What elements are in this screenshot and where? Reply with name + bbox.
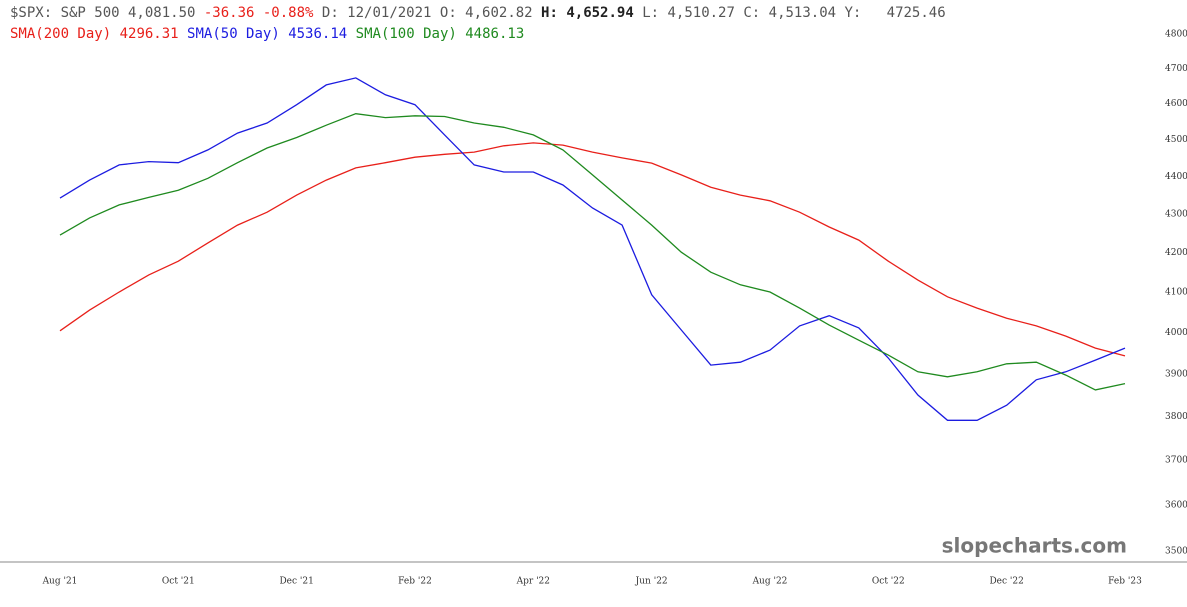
legend: SMA(200 Day) 4296.31 SMA(50 Day) 4536.14… bbox=[10, 26, 524, 42]
y-tick-label: 3800 bbox=[1165, 412, 1187, 422]
date-open: D: 12/01/2021 O: 4,602.82 bbox=[322, 5, 533, 21]
x-tick-label: Oct '21 bbox=[162, 577, 195, 587]
legend-value: 4296.31 bbox=[120, 26, 179, 42]
legend-value: 4486.13 bbox=[465, 26, 524, 42]
y-tick-label: 3900 bbox=[1165, 369, 1187, 379]
legend-value: 4536.14 bbox=[288, 26, 347, 42]
y-tick-label: 4600 bbox=[1165, 99, 1187, 109]
high: H: 4,652.94 bbox=[541, 5, 634, 21]
legend-name: SMA(100 Day) bbox=[356, 26, 457, 42]
sma-line bbox=[59, 113, 1126, 391]
watermark: slopecharts.com bbox=[942, 534, 1127, 558]
x-tick-label: Aug '21 bbox=[42, 577, 78, 587]
y-tick-label: 4800 bbox=[1165, 30, 1187, 40]
sma-line bbox=[59, 142, 1126, 357]
sma-line bbox=[59, 77, 1126, 421]
y-tick-label: 4000 bbox=[1165, 328, 1187, 338]
y-tick-label: 3500 bbox=[1165, 547, 1187, 557]
y-tick-label: 4200 bbox=[1165, 248, 1187, 258]
y-tick-label: 3600 bbox=[1165, 500, 1187, 510]
symbol: $SPX: S&P 500 4,081.50 bbox=[10, 5, 195, 21]
quote-header: $SPX: S&P 500 4,081.50 -36.36 -0.88% D: … bbox=[10, 5, 946, 21]
x-tick-label: Dec '22 bbox=[989, 577, 1023, 587]
y-tick-label: 3700 bbox=[1165, 456, 1187, 466]
y-tick-label: 4400 bbox=[1165, 172, 1187, 182]
y-tick-label: 4500 bbox=[1165, 135, 1187, 145]
x-tick-label: Aug '22 bbox=[752, 577, 788, 587]
x-tick-label: Dec '21 bbox=[279, 577, 313, 587]
x-tick-label: Apr '22 bbox=[516, 577, 550, 587]
x-tick-label: Oct '22 bbox=[872, 577, 905, 587]
legend-name: SMA(200 Day) bbox=[10, 26, 111, 42]
x-tick-label: Feb '23 bbox=[1108, 577, 1142, 587]
y-tick-label: 4700 bbox=[1165, 64, 1187, 74]
y-tick-label: 4300 bbox=[1165, 210, 1187, 220]
rest: L: 4,510.27 C: 4,513.04 Y: 4725.46 bbox=[642, 5, 945, 21]
change: -36.36 -0.88% bbox=[204, 5, 314, 21]
legend-name: SMA(50 Day) bbox=[187, 26, 280, 42]
x-tick-label: Jun '22 bbox=[635, 577, 668, 587]
x-tick-label: Feb '22 bbox=[398, 577, 432, 587]
y-tick-label: 4100 bbox=[1165, 288, 1187, 298]
